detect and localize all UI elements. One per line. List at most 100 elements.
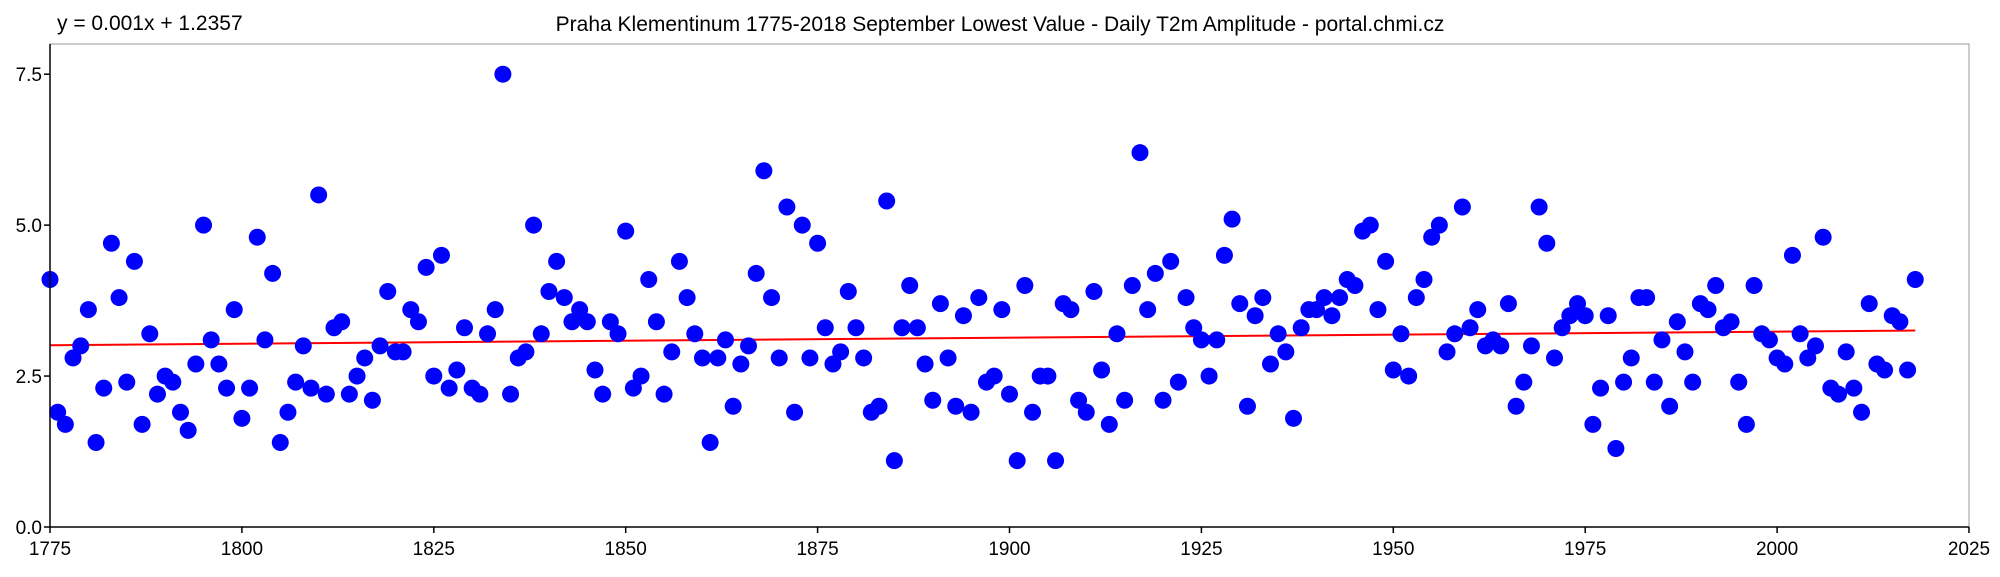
data-point — [56, 415, 74, 433]
data-point — [1315, 289, 1333, 307]
data-point — [1377, 252, 1395, 270]
data-point — [1438, 343, 1456, 361]
data-point — [1277, 343, 1295, 361]
data-point — [1737, 415, 1755, 433]
data-point — [586, 361, 604, 379]
x-tick-label: 1975 — [1564, 539, 1606, 560]
y-tick-label: 0.0 — [16, 518, 42, 539]
data-point — [870, 397, 888, 415]
data-point — [1453, 198, 1471, 216]
data-point — [1169, 373, 1187, 391]
data-point — [1783, 246, 1801, 264]
data-point — [954, 307, 972, 325]
data-point — [1676, 343, 1694, 361]
data-point — [1645, 373, 1663, 391]
data-point — [1622, 349, 1640, 367]
data-point — [571, 301, 589, 319]
data-point — [655, 385, 673, 403]
data-point — [1085, 283, 1103, 301]
x-tick-label: 1825 — [413, 539, 455, 560]
data-point — [502, 385, 520, 403]
data-point — [333, 313, 351, 331]
data-point — [1538, 234, 1556, 252]
data-point — [1238, 397, 1256, 415]
data-point — [133, 415, 151, 433]
data-point — [855, 349, 873, 367]
data-point — [693, 349, 711, 367]
data-point — [1830, 385, 1848, 403]
data-point — [302, 379, 320, 397]
data-point — [379, 283, 397, 301]
data-point — [1116, 391, 1134, 409]
data-point — [747, 264, 765, 282]
data-point — [1891, 313, 1909, 331]
data-point — [1062, 301, 1080, 319]
data-point — [816, 319, 834, 337]
data-point — [663, 343, 681, 361]
data-point — [241, 379, 259, 397]
data-point — [670, 252, 688, 270]
data-point — [1231, 295, 1249, 313]
data-point — [924, 391, 942, 409]
data-point — [310, 186, 328, 204]
data-point — [1185, 319, 1203, 337]
data-point — [1361, 216, 1379, 234]
data-point — [740, 337, 758, 355]
data-point — [1093, 361, 1111, 379]
data-point — [632, 367, 650, 385]
data-point — [1707, 277, 1725, 294]
y-tick-label: 5.0 — [16, 216, 42, 237]
data-point — [1760, 331, 1778, 349]
x-tick-label: 1875 — [796, 539, 838, 560]
data-point — [1331, 289, 1349, 307]
data-point — [233, 409, 251, 427]
data-point — [578, 313, 596, 331]
data-point — [1285, 409, 1303, 427]
data-point — [1400, 367, 1418, 385]
data-point — [939, 349, 957, 367]
data-point — [832, 343, 850, 361]
data-point — [1269, 325, 1287, 343]
data-point — [432, 246, 450, 264]
y-tick-label: 7.5 — [16, 65, 42, 86]
data-point — [248, 228, 266, 246]
data-point — [809, 234, 827, 252]
data-point — [72, 337, 90, 355]
data-point — [179, 421, 197, 439]
data-point — [1638, 289, 1656, 307]
data-point — [1576, 307, 1594, 325]
x-tick-label: 2025 — [1948, 539, 1990, 560]
data-point — [517, 343, 535, 361]
data-point — [824, 355, 842, 373]
data-point — [1653, 331, 1671, 349]
data-point — [440, 379, 458, 397]
data-point — [102, 234, 120, 252]
data-point — [555, 289, 573, 307]
data-point — [356, 349, 374, 367]
trend-equation: y = 0.001x + 1.2357 — [57, 12, 243, 35]
data-point — [317, 385, 335, 403]
data-point — [1384, 361, 1402, 379]
data-point — [617, 222, 635, 240]
data-point — [148, 385, 166, 403]
data-point — [548, 252, 566, 270]
data-point — [647, 313, 665, 331]
data-point — [1876, 361, 1894, 379]
data-points — [41, 65, 1924, 470]
data-point — [1070, 391, 1088, 409]
data-point — [1446, 325, 1464, 343]
data-point — [686, 325, 704, 343]
data-point — [1806, 337, 1824, 355]
data-point — [1047, 452, 1065, 470]
data-point — [801, 349, 819, 367]
data-point — [1154, 391, 1172, 409]
data-point — [340, 385, 358, 403]
data-point — [763, 289, 781, 307]
data-point — [1699, 301, 1717, 319]
data-point — [110, 289, 128, 307]
data-point — [64, 349, 82, 367]
data-point — [1607, 440, 1625, 458]
x-tick-label: 1800 — [221, 539, 263, 560]
data-point — [701, 433, 719, 451]
